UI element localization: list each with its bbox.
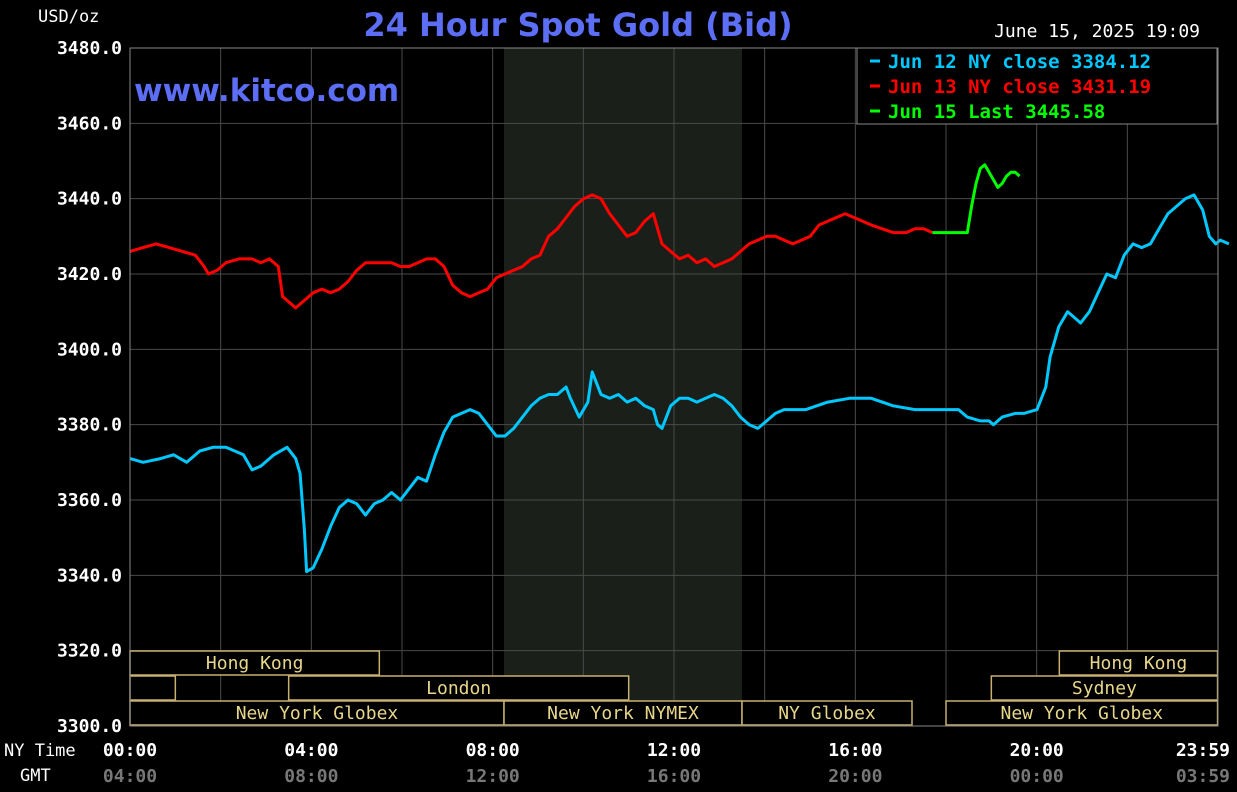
y-unit-label: USD/oz bbox=[38, 7, 99, 27]
y-tick-label: 3360.0 bbox=[57, 490, 122, 511]
legend-label-jun13: Jun 13 NY close 3431.19 bbox=[888, 76, 1151, 98]
session-bar bbox=[945, 700, 1219, 726]
x-tick-label-ny: 12:00 bbox=[647, 740, 701, 761]
session-label: New York NYMEX bbox=[547, 703, 699, 724]
session-bar bbox=[129, 650, 381, 676]
x-tick-label-ny: 04:00 bbox=[284, 740, 338, 761]
session-bar bbox=[503, 700, 743, 726]
session-label: NY Globex bbox=[778, 703, 876, 724]
session-bar bbox=[129, 700, 505, 726]
session-bar bbox=[990, 675, 1219, 701]
x-axis-ticks: 00:00 04:00 04:00 08:00 08:00 12:00 12:00 16:00… bbox=[103, 740, 1230, 787]
x-tick-label-ny: 00:00 bbox=[103, 740, 157, 761]
market-sessions: Hong Kong Hong Kong London Sydney New York G… bbox=[129, 650, 1219, 726]
session-label: London bbox=[426, 678, 491, 699]
series-line-1 bbox=[129, 193, 934, 310]
x-row-label-gmt: GMT bbox=[20, 766, 51, 786]
session-bar bbox=[741, 700, 913, 726]
session-bar bbox=[129, 675, 177, 701]
x-tick-label-ny: 08:00 bbox=[466, 740, 520, 761]
y-axis-ticks: 3480.0 3460.0 3440.0 3420.0 3400.0 3380.0 3360… bbox=[57, 38, 122, 737]
x-tick-label-ny: 16:00 bbox=[828, 740, 882, 761]
y-tick-label: 3420.0 bbox=[57, 264, 122, 285]
session-label: New York Globex bbox=[1000, 703, 1163, 724]
x-tick-label-gmt: 00:00 bbox=[1010, 766, 1064, 787]
y-tick-label: 3460.0 bbox=[57, 113, 122, 134]
x-tick-label-ny: 20:00 bbox=[1010, 740, 1064, 761]
session-label: Sydney bbox=[1072, 678, 1137, 699]
nymex-session-highlight bbox=[504, 48, 742, 726]
session-label: Hong Kong bbox=[206, 653, 304, 674]
x-tick-label-ny: 23:59 bbox=[1176, 740, 1230, 761]
y-tick-label: 3300.0 bbox=[57, 716, 122, 737]
x-tick-label-gmt: 08:00 bbox=[284, 766, 338, 787]
legend-label-jun15: Jun 15 Last 3445.58 bbox=[888, 101, 1105, 123]
x-tick-label-gmt: 03:59 bbox=[1176, 766, 1230, 787]
session-bar bbox=[1058, 650, 1219, 676]
x-tick-label-gmt: 04:00 bbox=[103, 766, 157, 787]
legend-label-jun12: Jun 12 NY close 3384.12 bbox=[888, 51, 1151, 73]
y-tick-label: 3480.0 bbox=[57, 38, 122, 59]
plot-frame bbox=[129, 47, 1219, 727]
x-tick-label-gmt: 20:00 bbox=[828, 766, 882, 787]
legend: Jun 12 NY close 3384.12 Jun 13 NY close … bbox=[856, 47, 1218, 125]
session-label: Hong Kong bbox=[1090, 653, 1188, 674]
y-tick-label: 3380.0 bbox=[57, 415, 122, 436]
series-line-2 bbox=[932, 163, 1021, 235]
x-row-label-ny: NY Time bbox=[4, 741, 76, 761]
chart-title: 24 Hour Spot Gold (Bid) bbox=[363, 6, 792, 44]
x-tick-label-gmt: 16:00 bbox=[647, 766, 701, 787]
y-tick-label: 3320.0 bbox=[57, 641, 122, 662]
y-tick-label: 3340.0 bbox=[57, 565, 122, 586]
session-bar bbox=[287, 675, 630, 701]
session-label: New York Globex bbox=[236, 703, 399, 724]
y-tick-label: 3440.0 bbox=[57, 189, 122, 210]
timestamp: June 15, 2025 19:09 bbox=[994, 21, 1200, 42]
y-tick-label: 3400.0 bbox=[57, 339, 122, 360]
series-line-0 bbox=[129, 193, 1230, 574]
x-tick-label-gmt: 12:00 bbox=[466, 766, 520, 787]
legend-box bbox=[856, 47, 1218, 125]
price-series bbox=[129, 163, 1230, 574]
kitco-watermark: www.kitco.com bbox=[134, 73, 399, 109]
